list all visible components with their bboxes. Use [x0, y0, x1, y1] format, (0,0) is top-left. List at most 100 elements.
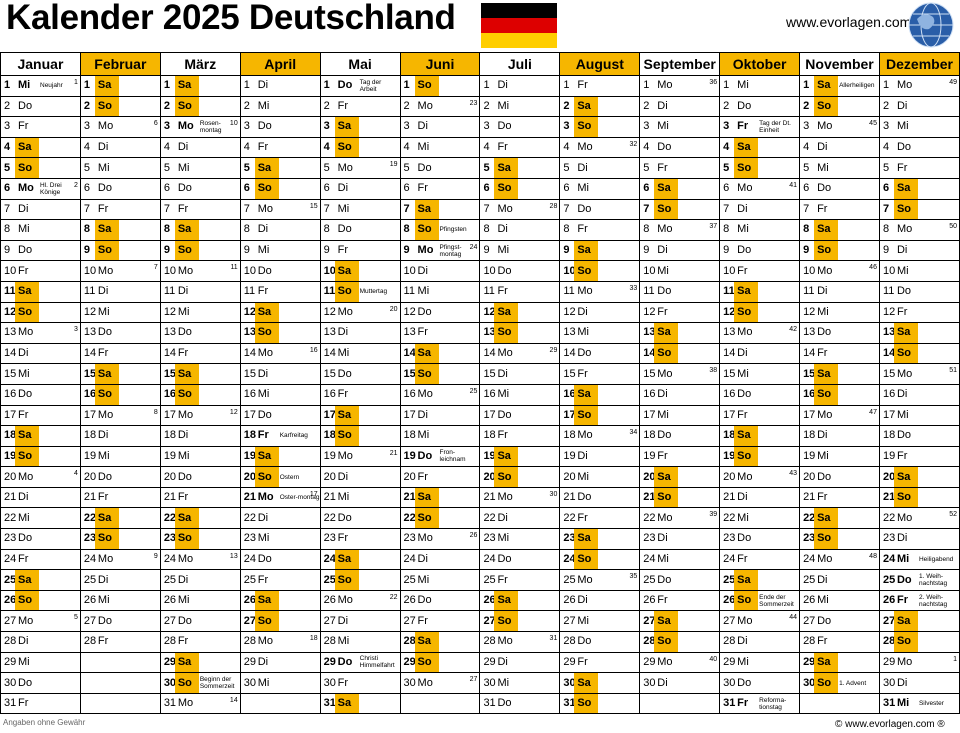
- day-cell[interactable]: 18 Mi: [399, 425, 481, 447]
- day-cell[interactable]: 20 Do: [799, 466, 880, 488]
- day-cell[interactable]: 30 Mi: [479, 672, 561, 694]
- day-cell[interactable]: 27 Mi: [559, 610, 641, 633]
- day-cell[interactable]: 12 Mi: [159, 301, 241, 324]
- day-cell[interactable]: 9 Mi: [479, 239, 561, 262]
- day-cell[interactable]: 19 5 Mo: [319, 157, 401, 179]
- day-cell[interactable]: 34 18 Mo: [559, 425, 641, 447]
- day-cell[interactable]: 19 Do Fron-leichnam: [399, 445, 481, 468]
- day-cell[interactable]: 3 Fr: [0, 116, 81, 138]
- day-cell[interactable]: 3 Mi: [878, 116, 960, 138]
- day-cell[interactable]: 13 Do: [159, 322, 241, 344]
- day-cell[interactable]: 4 20 Mo: [0, 466, 81, 488]
- day-cell[interactable]: 25 Fr: [239, 569, 321, 591]
- day-cell[interactable]: 18 So: [319, 425, 401, 447]
- day-cell[interactable]: 20 Fr: [399, 466, 481, 488]
- day-cell[interactable]: 7 So: [639, 198, 721, 221]
- day-cell[interactable]: 26 Sa: [239, 589, 321, 612]
- day-cell[interactable]: 12 Mi: [79, 301, 161, 324]
- day-cell[interactable]: 29 So: [399, 651, 481, 674]
- day-cell[interactable]: 5 Mi: [79, 157, 161, 179]
- day-cell[interactable]: 12 Sa: [479, 301, 561, 324]
- day-cell[interactable]: 22 Mi: [719, 507, 801, 530]
- day-cell[interactable]: 8 Di: [239, 219, 321, 241]
- day-cell[interactable]: 21 Do: [559, 486, 641, 509]
- day-cell[interactable]: 17 Do: [239, 404, 321, 427]
- day-cell[interactable]: 10 Di: [399, 260, 481, 282]
- day-cell[interactable]: 19 Fr: [878, 445, 960, 468]
- day-cell[interactable]: 14 Fr: [799, 342, 880, 365]
- day-cell[interactable]: 35 25 Mo: [559, 569, 641, 591]
- day-cell[interactable]: 24 Mi: [639, 548, 721, 571]
- day-cell[interactable]: 30 Do: [719, 672, 801, 694]
- day-cell[interactable]: 25 Fr: [479, 569, 561, 591]
- day-cell[interactable]: 21 Fr: [799, 486, 880, 509]
- day-cell[interactable]: 27 So: [239, 610, 321, 633]
- day-cell[interactable]: 26 Mi: [79, 589, 161, 612]
- day-cell[interactable]: 22 Di: [239, 507, 321, 530]
- day-cell[interactable]: 25 Do: [639, 569, 721, 591]
- day-cell[interactable]: 16 So: [79, 383, 161, 406]
- day-cell[interactable]: 23 Fr: [319, 528, 401, 550]
- day-cell[interactable]: 14 Fr: [79, 342, 161, 365]
- day-cell[interactable]: 50 8 Mo: [878, 219, 960, 241]
- day-cell[interactable]: 21 Fr: [159, 486, 241, 509]
- day-cell[interactable]: 16 Di: [639, 383, 721, 406]
- day-cell[interactable]: 16 Sa: [559, 383, 641, 406]
- day-cell[interactable]: 10 So: [559, 260, 641, 282]
- day-cell[interactable]: 7 Fr: [159, 198, 241, 221]
- day-cell[interactable]: 11 Di: [799, 280, 880, 303]
- day-cell[interactable]: 17 Do: [479, 404, 561, 427]
- day-cell[interactable]: 16 Di: [878, 383, 960, 406]
- day-cell[interactable]: 30 Di: [639, 672, 721, 694]
- day-cell[interactable]: 19 Fr: [639, 445, 721, 468]
- day-cell[interactable]: 21 19 Mo: [319, 445, 401, 468]
- day-cell[interactable]: 9 So: [79, 239, 161, 262]
- day-cell[interactable]: 9 So: [159, 239, 241, 262]
- day-cell[interactable]: 18 Do: [878, 425, 960, 447]
- day-cell[interactable]: 24 Di: [399, 548, 481, 571]
- day-cell[interactable]: 30 So 1. Advent: [799, 672, 880, 694]
- day-cell[interactable]: 23 Mi: [239, 528, 321, 550]
- day-cell[interactable]: 5 So: [0, 157, 81, 179]
- day-cell[interactable]: 8 Sa: [79, 219, 161, 241]
- day-cell[interactable]: 13 Sa: [878, 322, 960, 344]
- day-cell[interactable]: 20 Sa: [878, 466, 960, 488]
- day-cell[interactable]: 28 Fr: [159, 631, 241, 653]
- day-cell[interactable]: 18 28 Mo: [239, 631, 321, 653]
- day-cell[interactable]: 7 Fr: [79, 198, 161, 221]
- day-cell[interactable]: 25 So: [319, 569, 401, 591]
- day-cell[interactable]: 2 Di: [639, 95, 721, 118]
- day-cell[interactable]: 5 Fr: [878, 157, 960, 179]
- day-cell[interactable]: 30 Sa: [559, 672, 641, 694]
- day-cell[interactable]: 10 Sa: [319, 260, 401, 282]
- day-cell[interactable]: 28 Mi: [319, 631, 401, 653]
- day-cell[interactable]: 22 Di: [479, 507, 561, 530]
- day-cell[interactable]: 27 Sa: [878, 610, 960, 633]
- day-cell[interactable]: 7 Sa: [399, 198, 481, 221]
- day-cell[interactable]: 18 Fr: [479, 425, 561, 447]
- day-cell[interactable]: 10 Do: [239, 260, 321, 282]
- day-cell[interactable]: 8 So Pfingsten: [399, 219, 481, 241]
- day-cell[interactable]: 28 Fr: [799, 631, 880, 653]
- day-cell[interactable]: [79, 651, 161, 674]
- day-cell[interactable]: 30 So Beginn der Sommerzeit: [159, 672, 241, 694]
- day-cell[interactable]: 21 So: [878, 486, 960, 509]
- day-cell[interactable]: 4 Do: [639, 136, 721, 159]
- day-cell[interactable]: 1 Di: [479, 75, 561, 97]
- day-cell[interactable]: 26 Fr 2. Weih-nachtstag: [878, 589, 960, 612]
- day-cell[interactable]: 4 Do: [878, 136, 960, 159]
- day-cell[interactable]: 5 27 Mo: [0, 610, 81, 633]
- day-cell[interactable]: 10 Mi: [878, 260, 960, 282]
- day-cell[interactable]: 28 So: [878, 631, 960, 653]
- day-cell[interactable]: 8 Di: [479, 219, 561, 241]
- day-cell[interactable]: 2 Fr: [319, 95, 401, 118]
- day-cell[interactable]: 20 Do: [159, 466, 241, 488]
- day-cell[interactable]: 6 So: [479, 177, 561, 200]
- day-cell[interactable]: 4 Fr: [479, 136, 561, 159]
- day-cell[interactable]: 9 Do: [719, 239, 801, 262]
- day-cell[interactable]: [639, 692, 721, 715]
- day-cell[interactable]: 37 8 Mo: [639, 219, 721, 241]
- day-cell[interactable]: 6 Mi: [559, 177, 641, 200]
- day-cell[interactable]: 12 Di: [559, 301, 641, 324]
- day-cell[interactable]: 29 Di: [479, 651, 561, 674]
